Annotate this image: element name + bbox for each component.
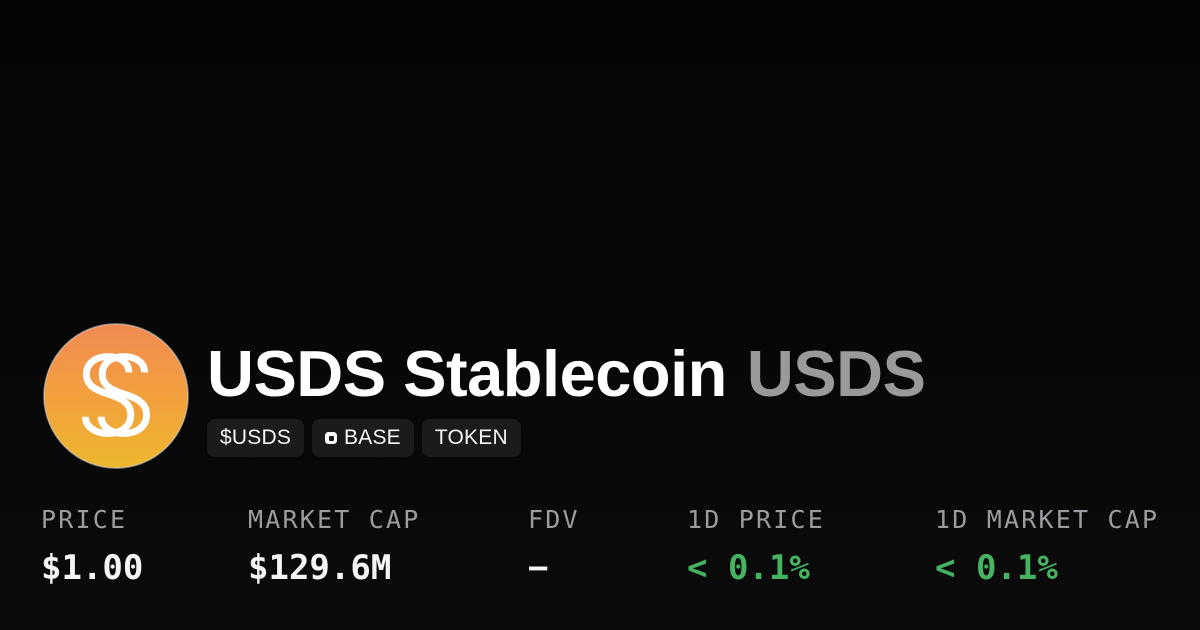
stat-1d-market-cap-label: 1D MARKET CAP bbox=[935, 505, 1160, 534]
stat-1d-price: 1D PRICE < 0.1% bbox=[687, 506, 825, 588]
stat-market-cap: MARKET CAP $129.6M bbox=[248, 506, 421, 588]
stat-fdv: FDV − bbox=[528, 506, 580, 588]
stat-price-value: $1.00 bbox=[41, 548, 144, 588]
token-name: USDS Stablecoin bbox=[207, 337, 727, 410]
stat-1d-market-cap-value: < 0.1% bbox=[935, 548, 1058, 588]
badge-ticker-label: $USDS bbox=[220, 426, 292, 449]
stat-price-label: PRICE bbox=[41, 505, 128, 534]
stat-price: PRICE $1.00 bbox=[41, 506, 143, 588]
badge-asset-type-label: TOKEN bbox=[434, 426, 508, 449]
badge-asset-type: TOKEN bbox=[421, 419, 521, 457]
stat-market-cap-label: MARKET CAP bbox=[248, 505, 421, 534]
stat-1d-price-label: 1D PRICE bbox=[687, 505, 826, 534]
double-s-glyph bbox=[81, 353, 151, 437]
badge-chain: BASE bbox=[312, 419, 414, 457]
stat-1d-price-value: < 0.1% bbox=[687, 548, 810, 588]
token-icon bbox=[43, 323, 189, 469]
chain-square-icon bbox=[325, 432, 338, 444]
stat-1d-market-cap: 1D MARKET CAP < 0.1% bbox=[935, 506, 1159, 588]
token-title: USDS Stablecoin USDS bbox=[207, 337, 926, 410]
stat-market-cap-value: $129.6M bbox=[248, 548, 392, 588]
badge-chain-label: BASE bbox=[344, 426, 401, 449]
stat-fdv-label: FDV bbox=[528, 505, 580, 534]
badge-ticker: $USDS bbox=[207, 419, 305, 457]
badge-row: $USDS BASE TOKEN bbox=[207, 419, 521, 457]
token-symbol: USDS bbox=[746, 337, 926, 410]
stat-fdv-value: − bbox=[528, 548, 549, 588]
